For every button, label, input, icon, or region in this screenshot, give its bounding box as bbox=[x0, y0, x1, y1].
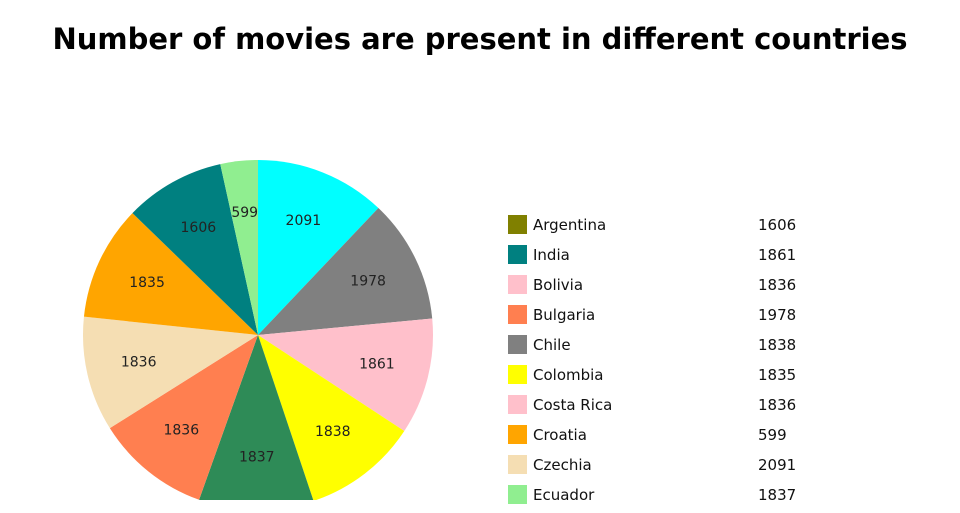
slice-label: 599 bbox=[231, 205, 258, 221]
legend-item: Argentina 1606 bbox=[508, 213, 808, 243]
legend-label: Chile bbox=[533, 336, 571, 354]
legend-label: India bbox=[533, 246, 570, 264]
legend-item: Colombia 1835 bbox=[508, 363, 808, 393]
legend-value: 1836 bbox=[758, 396, 797, 414]
legend-item: Bolivia 1836 bbox=[508, 273, 808, 303]
legend-swatch bbox=[508, 275, 527, 294]
slice-label: 1836 bbox=[121, 355, 157, 371]
legend-label: Costa Rica bbox=[533, 396, 613, 414]
slice-label: 1978 bbox=[350, 273, 386, 289]
legend-label: Bulgaria bbox=[533, 306, 596, 324]
legend-value: 2091 bbox=[758, 456, 797, 474]
legend-value: 1861 bbox=[758, 246, 797, 264]
legend-label: Ecuador bbox=[533, 486, 595, 504]
legend-label: Colombia bbox=[533, 366, 604, 384]
legend-label: Czechia bbox=[533, 456, 592, 474]
slice-label: 1836 bbox=[163, 423, 199, 439]
pie-slice bbox=[199, 335, 314, 500]
legend-swatch bbox=[508, 455, 527, 474]
pie-chart: 2091 1978 1861 1838 1837 1836 1836 1835 1606 599 bbox=[82, 160, 433, 500]
slice-label: 1835 bbox=[129, 275, 165, 291]
pie-slice bbox=[258, 160, 379, 335]
legend-swatch bbox=[508, 365, 527, 384]
legend-value: 1837 bbox=[758, 486, 797, 504]
legend-label: Argentina bbox=[533, 216, 607, 234]
legend-swatch bbox=[508, 335, 527, 354]
legend-item: Czechia 2091 bbox=[508, 453, 808, 483]
pie-slice bbox=[109, 335, 258, 500]
legend-swatch bbox=[508, 305, 527, 324]
legend-value: 1838 bbox=[758, 336, 797, 354]
pie-slice bbox=[258, 335, 405, 500]
legend-item: Costa Rica 1836 bbox=[508, 393, 808, 423]
pie-slice bbox=[220, 160, 258, 335]
chart-title: Number of movies are present in differen… bbox=[52, 22, 908, 56]
pie-slice bbox=[82, 316, 258, 429]
slice-label: 2091 bbox=[286, 213, 322, 229]
legend: Argentina 1606 India 1861 Bolivia 1836 Bulgari… bbox=[508, 213, 808, 513]
legend-value: 1978 bbox=[758, 306, 797, 324]
legend-swatch bbox=[508, 245, 527, 264]
slice-label: 1838 bbox=[315, 424, 351, 440]
slice-label: 1861 bbox=[359, 357, 395, 373]
pie-slice bbox=[258, 208, 433, 335]
legend-item: Ecuador 1837 bbox=[508, 483, 808, 513]
slice-label: 1837 bbox=[239, 449, 275, 465]
pie-slice bbox=[258, 318, 433, 432]
legend-item: Croatia 599 bbox=[508, 423, 808, 453]
legend-swatch bbox=[508, 425, 527, 444]
legend-label: Croatia bbox=[533, 426, 587, 444]
legend-item: Bulgaria 1978 bbox=[508, 303, 808, 333]
legend-swatch bbox=[508, 215, 527, 234]
pie-slice bbox=[83, 213, 259, 335]
legend-value: 1835 bbox=[758, 366, 797, 384]
legend-swatch bbox=[508, 395, 527, 414]
legend-item: India 1861 bbox=[508, 243, 808, 273]
pie-slice bbox=[132, 164, 258, 335]
legend-label: Bolivia bbox=[533, 276, 584, 294]
legend-value: 1606 bbox=[758, 216, 797, 234]
legend-value: 599 bbox=[758, 426, 787, 444]
legend-value: 1836 bbox=[758, 276, 797, 294]
legend-item: Chile 1838 bbox=[508, 333, 808, 363]
slice-label: 1606 bbox=[181, 220, 217, 236]
legend-swatch bbox=[508, 485, 527, 504]
